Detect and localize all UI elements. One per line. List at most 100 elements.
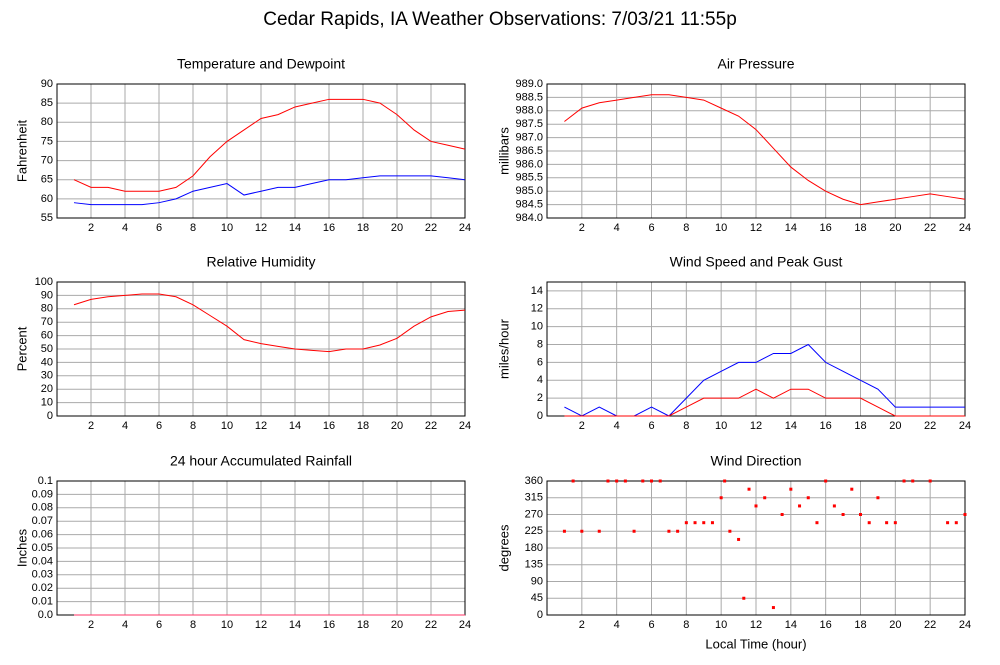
x-tick-label: 14 — [785, 619, 797, 631]
x-tick-label: 22 — [425, 619, 437, 631]
x-tick-label: 24 — [959, 619, 971, 631]
x-tick-label: 22 — [425, 222, 437, 234]
y-tick-label: 988.5 — [515, 91, 543, 103]
x-tick-label: 10 — [715, 222, 727, 234]
point — [641, 479, 645, 483]
x-tick-label: 16 — [820, 222, 832, 234]
point — [667, 529, 671, 533]
x-tick-label: 16 — [820, 619, 832, 631]
x-tick-label: 24 — [959, 420, 971, 432]
x-tick-label: 8 — [683, 420, 689, 432]
chart-title: 24 hour Accumulated Rainfall — [170, 453, 352, 469]
y-tick-label: 360 — [525, 475, 543, 487]
y-tick-label: 10 — [41, 397, 53, 409]
x-tick-label: 6 — [156, 222, 162, 234]
chart-title: Relative Humidity — [207, 254, 316, 270]
y-tick-label: 0.1 — [38, 475, 53, 487]
point — [693, 521, 697, 525]
point — [859, 513, 862, 516]
point — [650, 479, 653, 483]
x-tick-label: 4 — [122, 222, 128, 234]
x-tick-label: 4 — [614, 222, 620, 234]
y-tick-label: 0.01 — [32, 596, 53, 608]
x-tick-label: 6 — [156, 619, 162, 631]
x-tick-label: 10 — [221, 420, 233, 432]
y-tick-label: 315 — [525, 492, 543, 504]
x-tick-label: 24 — [459, 420, 471, 432]
point — [771, 606, 775, 610]
point — [632, 529, 636, 533]
y-tick-label: 75 — [41, 135, 53, 147]
x-tick-label: 10 — [221, 619, 233, 631]
y-axis-label: Fahrenheit — [14, 120, 29, 183]
y-tick-label: 988.0 — [515, 105, 543, 117]
y-tick-label: 70 — [41, 154, 53, 166]
x-tick-label: 14 — [785, 420, 797, 432]
x-tick-label: 20 — [391, 619, 403, 631]
series-line — [73, 98, 466, 192]
x-tick-label: 8 — [190, 619, 196, 631]
point — [963, 513, 967, 516]
x-tick-label: 4 — [614, 619, 620, 631]
point — [684, 521, 688, 525]
y-tick-label: 85 — [41, 97, 53, 109]
x-tick-label: 14 — [785, 222, 797, 234]
point — [658, 479, 662, 483]
point — [623, 479, 627, 483]
y-axis-label: Percent — [14, 326, 29, 371]
y-tick-label: 0 — [537, 609, 543, 621]
point — [946, 521, 950, 525]
y-tick-label: 985.5 — [515, 172, 543, 184]
x-tick-label: 14 — [289, 420, 301, 432]
y-tick-label: 30 — [41, 370, 53, 382]
x-tick-label: 14 — [289, 619, 301, 631]
x-axis-label: Local Time (hour) — [705, 636, 806, 651]
point — [571, 479, 575, 483]
point — [615, 479, 619, 483]
x-tick-label: 4 — [614, 420, 620, 432]
y-tick-label: 0.08 — [32, 502, 53, 514]
y-tick-label: 40 — [41, 356, 53, 368]
y-tick-label: 984.5 — [515, 199, 543, 211]
x-tick-label: 16 — [820, 420, 832, 432]
plot-frame — [546, 480, 966, 616]
y-tick-label: 80 — [41, 303, 53, 315]
page-title: Cedar Rapids, IA Weather Observations: 7… — [263, 9, 737, 30]
y-tick-label: 14 — [531, 285, 543, 297]
y-tick-label: 0.06 — [32, 529, 53, 541]
x-tick-label: 18 — [357, 619, 369, 631]
x-tick-label: 16 — [323, 222, 335, 234]
y-tick-label: 60 — [41, 193, 53, 205]
y-tick-label: 65 — [41, 174, 53, 186]
x-tick-label: 2 — [88, 619, 94, 631]
x-tick-label: 18 — [854, 619, 866, 631]
y-tick-label: 135 — [525, 559, 543, 571]
point — [754, 504, 758, 508]
x-tick-label: 2 — [579, 420, 585, 432]
x-tick-label: 6 — [648, 420, 654, 432]
y-tick-label: 0.07 — [32, 515, 53, 527]
point — [702, 521, 706, 525]
x-tick-label: 6 — [648, 222, 654, 234]
x-tick-label: 2 — [88, 420, 94, 432]
x-tick-label: 6 — [156, 420, 162, 432]
point — [954, 521, 958, 525]
point — [911, 479, 915, 483]
x-tick-label: 4 — [122, 420, 128, 432]
x-tick-label: 20 — [889, 420, 901, 432]
y-tick-label: 2 — [537, 392, 543, 404]
plot-frame — [56, 83, 466, 219]
y-tick-label: 987.0 — [515, 132, 543, 144]
y-tick-label: 45 — [531, 592, 543, 604]
point — [742, 596, 746, 600]
point — [580, 529, 584, 533]
x-tick-label: 8 — [683, 222, 689, 234]
x-tick-label: 12 — [750, 420, 762, 432]
x-tick-label: 8 — [683, 619, 689, 631]
y-axis-label: Inches — [14, 528, 29, 567]
x-tick-label: 12 — [750, 619, 762, 631]
x-tick-label: 22 — [924, 420, 936, 432]
y-tick-label: 0.05 — [32, 542, 53, 554]
y-tick-label: 10 — [531, 321, 543, 333]
